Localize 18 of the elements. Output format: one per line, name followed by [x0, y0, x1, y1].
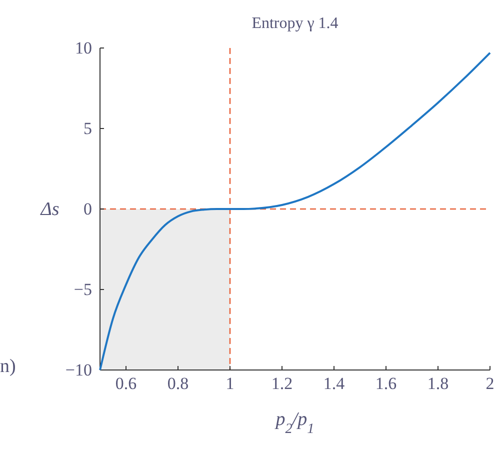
y-tick-label: 0 [84, 199, 92, 218]
x-tick-label: 0.8 [167, 374, 189, 394]
x-tick-label: 1.2 [271, 374, 293, 394]
x-axis-title: p$_{2}$/p$_{1}$ [274, 409, 314, 437]
y-tick-label: −10 [65, 360, 92, 380]
x-tick-label: 1 [226, 374, 234, 394]
x-tick-label: 1.6 [375, 374, 397, 394]
y-tick-label: 10 [75, 38, 92, 58]
line-series [99, 52, 491, 371]
chart-title: Entropy γ 1.4 [252, 15, 338, 32]
x-tick-label: 1.4 [323, 374, 346, 394]
y-tick-label: −5 [74, 280, 92, 299]
x-tick-label: 1.8 [427, 374, 449, 394]
text: n) [0, 356, 16, 377]
x-tick-label: 2 [486, 374, 494, 394]
x-tick-label: 0.6 [115, 374, 137, 394]
y-axis-title: Δs [40, 199, 60, 220]
y-tick-label: 5 [84, 118, 92, 138]
